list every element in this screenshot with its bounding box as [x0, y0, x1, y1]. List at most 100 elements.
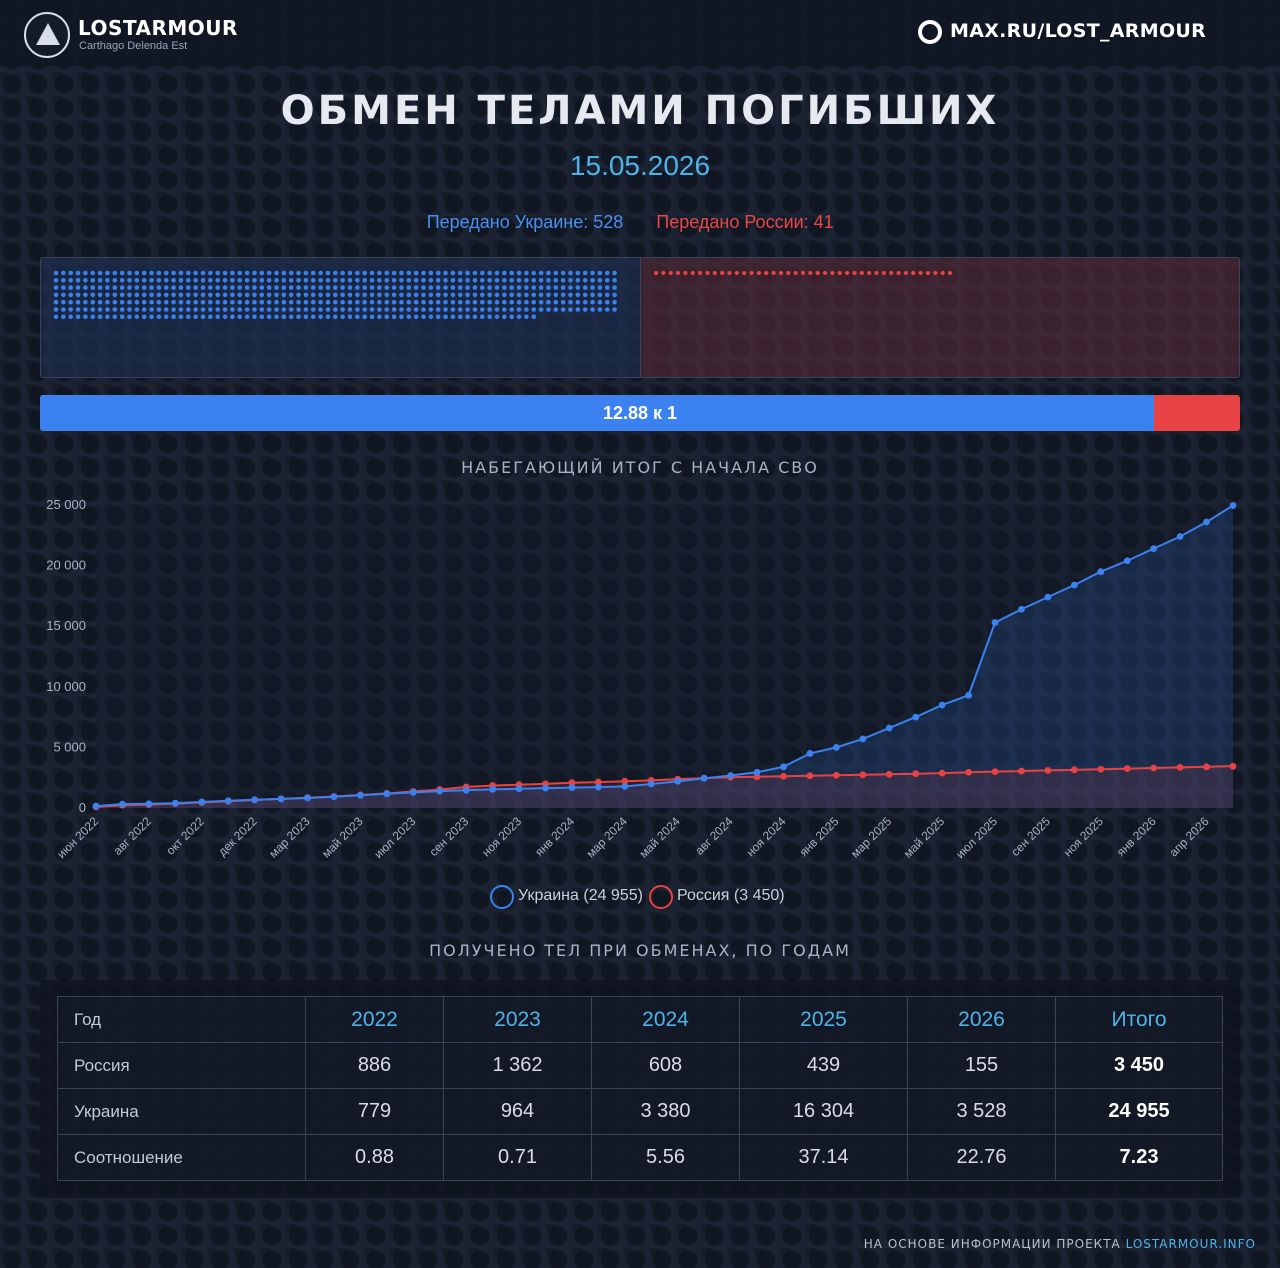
- ukraine-data-point[interactable]: [727, 772, 735, 779]
- ukraine-body-dot: [186, 314, 191, 320]
- russia-data-point[interactable]: [1203, 763, 1210, 771]
- ukraine-data-point[interactable]: [938, 701, 946, 709]
- ukraine-data-point[interactable]: [1150, 545, 1158, 553]
- ukraine-data-point[interactable]: [1176, 533, 1184, 540]
- russia-data-point[interactable]: [912, 770, 920, 778]
- footer-link[interactable]: LOSTARMOUR.INFO: [1125, 1237, 1256, 1251]
- ukraine-data-point[interactable]: [277, 795, 285, 803]
- ukraine-data-point[interactable]: [594, 783, 602, 791]
- ukraine-body-dot: [369, 307, 375, 312]
- ukraine-data-point[interactable]: [1203, 518, 1210, 526]
- russia-body-dot: [837, 270, 842, 276]
- russia-data-point[interactable]: [965, 768, 972, 776]
- russia-data-point[interactable]: [568, 779, 576, 787]
- ukraine-data-point[interactable]: [780, 763, 787, 771]
- russia-data-point[interactable]: [621, 777, 629, 785]
- ukraine-data-point[interactable]: [357, 791, 364, 799]
- russia-data-point[interactable]: [1044, 767, 1052, 774]
- ukraine-data-point[interactable]: [330, 793, 338, 801]
- ukraine-data-point[interactable]: [436, 787, 444, 795]
- ukraine-data-point[interactable]: [753, 768, 761, 776]
- x-tick-label: май 2023: [319, 814, 366, 861]
- ukraine-body-dot: [494, 270, 500, 276]
- ukraine-data-point[interactable]: [92, 802, 100, 810]
- ukraine-data-point[interactable]: [806, 750, 814, 757]
- ukraine-data-point[interactable]: [462, 786, 470, 794]
- x-tick-label: мар 2025: [848, 814, 895, 861]
- russia-data-point[interactable]: [938, 769, 946, 777]
- ukraine-body-dot: [222, 292, 228, 298]
- ukraine-data-point[interactable]: [119, 800, 126, 808]
- channel-link[interactable]: MAX.RU/LOST_ARMOUR: [950, 20, 1207, 42]
- ukraine-body-dot: [450, 307, 456, 312]
- ukraine-body-dot: [333, 299, 338, 305]
- russia-data-point[interactable]: [1018, 767, 1025, 775]
- ukraine-data-point[interactable]: [1018, 605, 1025, 613]
- ukraine-body-dot: [244, 299, 250, 305]
- ukraine-data-point[interactable]: [1229, 502, 1237, 509]
- ukraine-body-dot: [178, 278, 184, 283]
- ukraine-data-point[interactable]: [171, 799, 179, 807]
- ukraine-body-dot: [68, 270, 73, 276]
- russia-data-point[interactable]: [594, 778, 602, 786]
- russia-body-dot: [911, 270, 916, 276]
- ukraine-data-point[interactable]: [304, 794, 311, 802]
- ukraine-data-point[interactable]: [1097, 568, 1105, 576]
- ukraine-body-dot: [310, 299, 316, 305]
- russia-body-dot: [852, 270, 857, 276]
- russia-data-point[interactable]: [806, 772, 814, 780]
- ukraine-body-dot: [230, 270, 235, 276]
- ukraine-body-dot: [428, 292, 434, 298]
- ukraine-body-dot: [325, 278, 331, 283]
- russia-data-point[interactable]: [1123, 765, 1131, 773]
- ukraine-body-dot: [362, 314, 368, 320]
- russia-data-point[interactable]: [1070, 766, 1078, 774]
- ukraine-body-dot: [156, 314, 162, 320]
- ukraine-data-point[interactable]: [515, 785, 523, 793]
- russia-data-point[interactable]: [859, 771, 867, 779]
- ukraine-data-point[interactable]: [1070, 581, 1078, 589]
- ukraine-data-point[interactable]: [859, 735, 867, 743]
- ukraine-data-point[interactable]: [700, 774, 708, 782]
- x-tick-label: дек 2022: [215, 814, 260, 859]
- ukraine-data-point[interactable]: [251, 796, 259, 804]
- ukraine-data-point[interactable]: [1123, 557, 1131, 565]
- ukraine-data-point[interactable]: [145, 800, 153, 808]
- chart-legend: Украина (24 955) Россия (3 450): [0, 884, 1280, 910]
- ukraine-data-point[interactable]: [991, 619, 999, 626]
- ukraine-body-dot: [450, 299, 456, 305]
- ukraine-data-point[interactable]: [568, 784, 576, 792]
- ukraine-body-dot: [494, 314, 500, 320]
- ukraine-data-point[interactable]: [912, 713, 920, 721]
- ukraine-body-dot: [61, 292, 66, 298]
- russia-data-point[interactable]: [832, 771, 840, 779]
- ukraine-data-point[interactable]: [489, 785, 497, 793]
- russia-data-point[interactable]: [991, 768, 999, 776]
- ukraine-body-dot: [141, 314, 147, 320]
- ukraine-body-dot: [480, 285, 485, 290]
- ukraine-data-point[interactable]: [409, 788, 417, 796]
- ukraine-body-dot: [259, 307, 265, 312]
- ukraine-data-point[interactable]: [621, 783, 629, 790]
- russia-data-point[interactable]: [780, 772, 787, 780]
- ukraine-body-dot: [465, 285, 470, 290]
- ukraine-body-dot: [127, 299, 132, 305]
- ukraine-data-point[interactable]: [647, 780, 655, 788]
- ukraine-data-point[interactable]: [965, 691, 972, 699]
- ukraine-data-point[interactable]: [1044, 593, 1052, 601]
- ukraine-data-point[interactable]: [198, 798, 206, 806]
- ukraine-data-point[interactable]: [832, 744, 840, 751]
- ukraine-data-point[interactable]: [674, 777, 682, 785]
- ukraine-data-point[interactable]: [383, 790, 391, 798]
- russia-data-point[interactable]: [1229, 762, 1237, 770]
- ukraine-data-point[interactable]: [542, 784, 549, 792]
- ukraine-data-point[interactable]: [885, 724, 893, 732]
- russia-data-point[interactable]: [1176, 763, 1184, 771]
- russia-data-point[interactable]: [885, 770, 893, 778]
- ukraine-body-dot: [61, 285, 66, 290]
- table-cell: Украина: [57, 1088, 306, 1135]
- ukraine-data-point[interactable]: [224, 797, 232, 805]
- russia-data-point[interactable]: [1097, 765, 1105, 773]
- ukraine-body-dot: [457, 278, 463, 283]
- russia-data-point[interactable]: [1150, 764, 1158, 772]
